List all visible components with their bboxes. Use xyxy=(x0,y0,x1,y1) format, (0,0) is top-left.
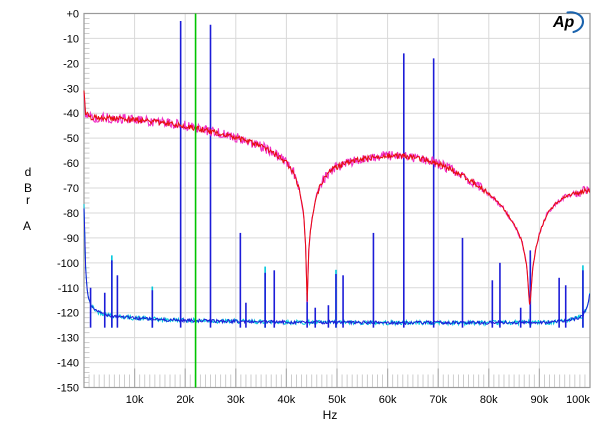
x-axis-tick-label: 10k xyxy=(126,394,144,406)
y-axis-tick-label: -10 xyxy=(63,33,79,45)
y-axis-tick-label: -50 xyxy=(63,133,79,145)
x-axis-tick-label: 70k xyxy=(429,394,447,406)
y-axis-unit-char: B xyxy=(24,181,32,195)
chart-generated-content: +0 -10 -20 -30 -40 -50 -60 -70 -80 -90 -100 -110 -12… xyxy=(57,9,591,406)
audio-precision-logo-swoosh xyxy=(566,11,585,34)
x-axis-unit-label: Hz xyxy=(323,408,338,422)
y-axis-tick-label: -150 xyxy=(57,383,79,395)
y-axis-tick-label: -100 xyxy=(57,258,79,270)
x-axis-tick-label: 20k xyxy=(176,394,194,406)
y-axis-tick-label: -110 xyxy=(58,283,79,295)
plot-border xyxy=(83,12,591,389)
y-axis-unit-char: r xyxy=(26,193,30,207)
y-axis-tick-label: -30 xyxy=(63,83,79,95)
y-axis-tick-label: -130 xyxy=(57,333,79,345)
channel-label: A xyxy=(23,219,31,233)
x-axis-tick-label: 90k xyxy=(531,394,549,406)
audio-precision-logo: Ap xyxy=(552,11,585,34)
y-axis-tick-label: -140 xyxy=(57,358,79,370)
y-axis-tick-label: -120 xyxy=(57,308,79,320)
y-axis-tick-label: -90 xyxy=(63,233,79,245)
x-axis-tick-label: 80k xyxy=(480,394,498,406)
x-axis-tick-label: 100k xyxy=(566,394,590,406)
x-axis-tick-label: 60k xyxy=(379,394,397,406)
y-axis-tick-label: -20 xyxy=(63,58,79,70)
y-axis-tick-label: -80 xyxy=(63,208,79,220)
y-axis-tick-label: -40 xyxy=(63,108,79,120)
y-axis-tick-label: -70 xyxy=(63,183,79,195)
y-axis-unit-char: d xyxy=(25,165,32,179)
x-axis-tick-label: 30k xyxy=(227,394,245,406)
y-axis-tick-label: +0 xyxy=(66,9,79,21)
y-axis-tick-label: -60 xyxy=(63,158,79,170)
x-axis-tick-label: 50k xyxy=(328,394,346,406)
noise-floor xyxy=(83,208,591,326)
x-axis-tick-label: 40k xyxy=(278,394,296,406)
wideband-noise-spectrum xyxy=(83,90,591,305)
audio-precision-logo-text: Ap xyxy=(552,14,575,31)
